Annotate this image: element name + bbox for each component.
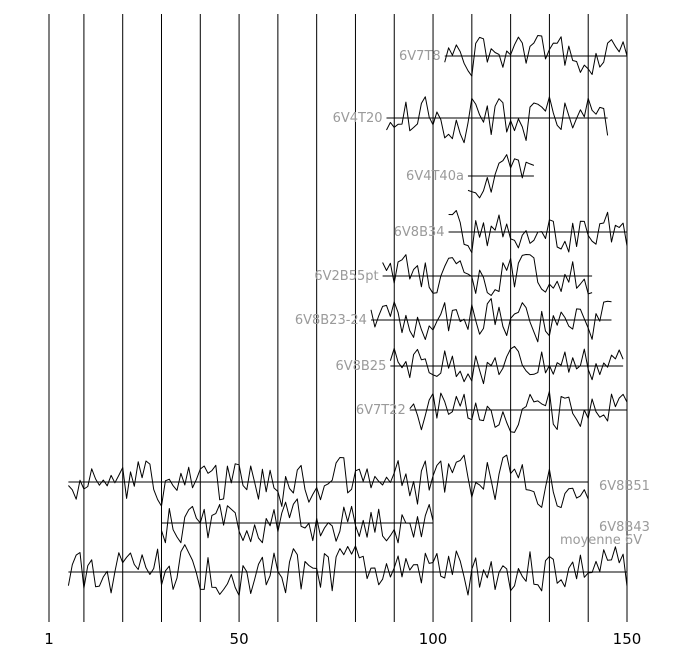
series-11: moyenne 6V <box>67 533 642 596</box>
series-2: 6V4T20 <box>333 96 609 144</box>
series-line <box>161 498 434 544</box>
series-line <box>382 254 593 296</box>
series-10: 6V8B43 <box>161 498 650 544</box>
series-line <box>448 210 628 254</box>
series-label: 6V4T20 <box>333 111 383 126</box>
series-label: 6V8B43 <box>599 520 650 535</box>
series-label: 6V2B55pt <box>314 269 378 284</box>
series-9: 6V8B51 <box>68 454 650 509</box>
series-label: 6V7T22 <box>356 403 406 418</box>
series-layer: 6V7T8 6V4T20 6V4T40a 6V8B34 6V2B55pt 6V8B23-2… <box>67 35 650 596</box>
series-5: 6V2B55pt <box>314 254 593 296</box>
series-line <box>467 154 535 199</box>
series-line <box>444 35 628 77</box>
series-line <box>68 454 589 509</box>
series-4: 6V8B34 <box>394 210 628 254</box>
series-line <box>389 345 624 385</box>
series-line <box>409 390 628 433</box>
x-tick-label: 1 <box>44 630 54 648</box>
series-line <box>386 96 609 144</box>
series-3: 6V4T40a <box>406 154 535 199</box>
series-line <box>370 298 612 343</box>
series-8: 6V7T22 <box>356 390 628 433</box>
series-1: 6V7T8 <box>399 35 628 77</box>
series-label: 6V8B23-24 <box>295 313 367 328</box>
series-label: 6V8B34 <box>394 225 445 240</box>
x-axis-ticks: 1 50 100 150 <box>44 630 641 648</box>
x-tick-label: 100 <box>419 630 448 648</box>
x-tick-label: 150 <box>613 630 642 648</box>
series-label: moyenne 6V <box>560 533 642 548</box>
series-label: 6V4T40a <box>406 169 464 184</box>
series-7: 6V8B25 <box>335 345 624 385</box>
series-label: 6V8B25 <box>335 359 386 374</box>
series-line <box>67 544 628 596</box>
series-6: 6V8B23-24 <box>295 298 612 343</box>
series-label: 6V7T8 <box>399 49 441 64</box>
x-tick-label: 50 <box>230 630 249 648</box>
series-label: 6V8B51 <box>599 479 650 494</box>
